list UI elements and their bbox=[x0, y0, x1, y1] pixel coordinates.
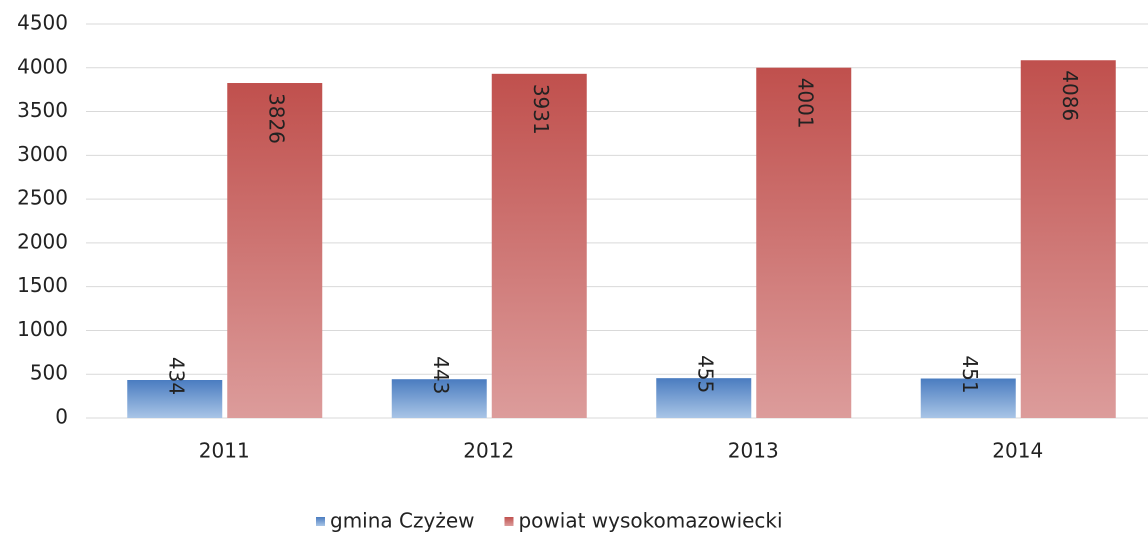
data-label: 451 bbox=[958, 355, 982, 393]
y-tick-label: 1500 bbox=[17, 273, 68, 297]
y-tick-label: 4000 bbox=[17, 54, 68, 78]
y-tick-label: 2500 bbox=[17, 186, 68, 210]
y-tick-label: 500 bbox=[30, 361, 68, 385]
data-label: 455 bbox=[693, 355, 717, 393]
data-label: 4001 bbox=[793, 78, 817, 129]
data-label: 4086 bbox=[1058, 70, 1082, 121]
bar bbox=[656, 378, 752, 418]
y-tick-label: 3500 bbox=[17, 98, 68, 122]
legend-marker bbox=[316, 517, 325, 526]
y-tick-label: 2000 bbox=[17, 229, 68, 253]
bar bbox=[391, 379, 487, 418]
y-tick-label: 0 bbox=[55, 405, 68, 429]
data-label: 434 bbox=[164, 357, 188, 395]
data-label: 443 bbox=[429, 356, 453, 394]
x-tick-label: 2014 bbox=[992, 439, 1043, 463]
bar bbox=[127, 380, 223, 418]
legend-marker bbox=[504, 517, 514, 526]
legend-label: powiat wysokomazowiecki bbox=[518, 509, 782, 533]
y-tick-label: 1000 bbox=[17, 317, 68, 341]
y-tick-label: 3000 bbox=[17, 142, 68, 166]
y-tick-label: 4500 bbox=[17, 11, 68, 35]
data-label: 3931 bbox=[529, 84, 553, 135]
bar bbox=[491, 73, 587, 418]
x-tick-label: 2013 bbox=[728, 439, 779, 463]
bar bbox=[227, 83, 323, 418]
x-tick-label: 2011 bbox=[199, 439, 250, 463]
data-label: 3826 bbox=[264, 93, 288, 144]
bar bbox=[756, 67, 852, 419]
bar bbox=[1020, 60, 1116, 419]
legend-label: gmina Czyżew bbox=[330, 509, 474, 533]
x-tick-label: 2012 bbox=[463, 439, 514, 463]
bar bbox=[920, 378, 1016, 418]
